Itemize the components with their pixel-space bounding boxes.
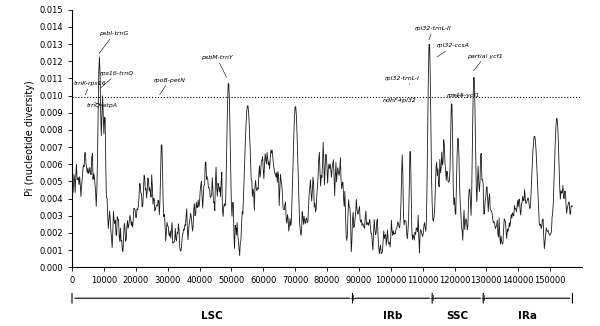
Text: psbI-trnG: psbI-trnG: [99, 31, 128, 53]
Text: +: +: [480, 294, 487, 303]
Text: IRa: IRa: [518, 311, 538, 321]
Text: trnK-rps16: trnK-rps16: [73, 81, 106, 95]
Y-axis label: Pi (nucleotide diversity): Pi (nucleotide diversity): [25, 81, 35, 197]
Text: +: +: [429, 294, 436, 303]
Text: SSC: SSC: [446, 311, 469, 321]
Text: LSC: LSC: [202, 311, 223, 321]
Text: rps16-trnQ: rps16-trnQ: [100, 71, 134, 88]
Text: partial ycf1: partial ycf1: [467, 54, 503, 71]
Text: rpl32-trnL-II: rpl32-trnL-II: [415, 26, 451, 40]
Text: IRb: IRb: [383, 311, 402, 321]
Text: trnQ-atpA: trnQ-atpA: [86, 102, 118, 108]
Text: psbM-trnY: psbM-trnY: [201, 55, 233, 78]
Text: ndhF-rpl32: ndhF-rpl32: [383, 98, 416, 103]
Text: rpl32-trnL-I: rpl32-trnL-I: [385, 76, 419, 84]
Text: rps15-ycf1: rps15-ycf1: [446, 93, 480, 98]
Text: rpoB-petN: rpoB-petN: [153, 78, 185, 95]
Text: +: +: [349, 294, 356, 303]
Text: rpl32-ccsA: rpl32-ccsA: [437, 43, 470, 57]
